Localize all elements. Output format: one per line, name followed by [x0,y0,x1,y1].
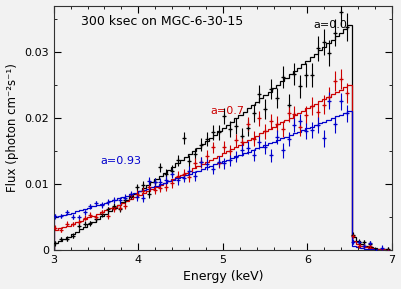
Text: 300 ksec on MGC-6-30-15: 300 ksec on MGC-6-30-15 [81,15,243,28]
Text: a=0.7: a=0.7 [210,106,244,116]
X-axis label: Energy (keV): Energy (keV) [182,271,263,284]
Text: a=0.93: a=0.93 [100,156,141,166]
Y-axis label: Flux (photon cm⁻²s⁻¹): Flux (photon cm⁻²s⁻¹) [6,63,18,192]
Text: a=0.0: a=0.0 [313,21,347,30]
